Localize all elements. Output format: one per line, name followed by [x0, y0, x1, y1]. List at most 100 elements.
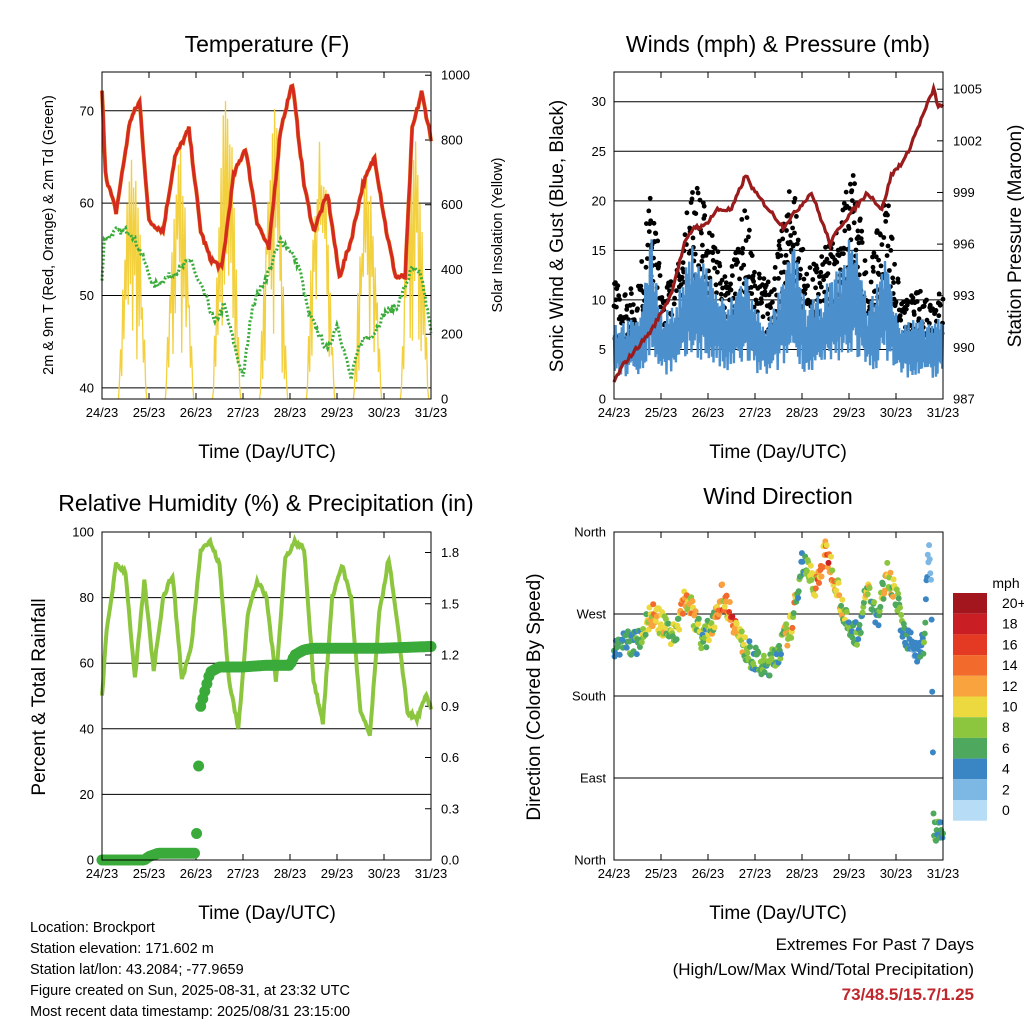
gust-point	[794, 241, 800, 247]
gust-point	[776, 243, 782, 248]
direction-point	[933, 827, 940, 834]
direction-point	[708, 620, 715, 627]
legend-swatch	[953, 593, 987, 614]
gust-point	[744, 215, 750, 221]
y-tick-label: 60	[80, 196, 94, 211]
y2-tick-label: 200	[441, 327, 463, 342]
gust-point	[614, 304, 619, 310]
plot-border	[101, 71, 432, 400]
gust-point	[916, 316, 922, 321]
direction-point	[895, 595, 902, 602]
gust-point	[792, 196, 798, 201]
direction-point	[695, 621, 702, 627]
direction-point	[638, 639, 645, 646]
direction-point	[804, 568, 810, 575]
temperature-xlabel: Time (Day/UTC)	[198, 442, 336, 463]
y-tick-label: 60	[80, 656, 94, 671]
direction-point	[729, 613, 736, 620]
direction-point	[747, 643, 753, 650]
legend-swatch	[953, 800, 987, 821]
precip-point	[191, 828, 203, 839]
gust-point	[765, 279, 771, 285]
direction-point	[879, 581, 886, 588]
gust-point	[682, 232, 688, 238]
gust-point	[813, 285, 818, 291]
direction-point	[657, 621, 664, 628]
gust-point	[728, 287, 734, 293]
y2-tick-label: 0.9	[441, 699, 459, 714]
gust-point	[616, 293, 622, 299]
direction-point	[876, 612, 883, 619]
gust-point	[911, 312, 917, 317]
y-tick-label: 25	[592, 144, 606, 159]
gust-point	[881, 235, 887, 240]
insolation-line	[117, 159, 148, 400]
gust-point	[717, 263, 723, 269]
direction-point	[895, 590, 902, 597]
direction-point	[633, 651, 640, 658]
direction-point	[760, 652, 767, 659]
gust-point	[805, 283, 810, 289]
gust-point	[635, 306, 640, 312]
direction-point	[897, 604, 903, 611]
direction-point	[665, 620, 672, 627]
gust-point	[699, 258, 705, 264]
legend-swatch	[953, 655, 987, 676]
gust-point	[891, 280, 896, 285]
direction-point	[920, 650, 927, 657]
direction-point	[839, 596, 846, 603]
y2-tick-label: 987	[953, 392, 975, 407]
y-tick-label: 20	[592, 193, 606, 208]
gust-point	[871, 269, 876, 274]
gust-point	[914, 299, 920, 304]
direction-point	[859, 609, 866, 616]
gust-point	[756, 271, 762, 277]
gust-point	[825, 271, 831, 276]
extremes-title: Extremes For Past 7 Days	[775, 935, 974, 954]
gust-point	[895, 279, 901, 285]
direction-point	[818, 573, 825, 580]
direction-point	[689, 598, 696, 605]
direction-point	[849, 634, 856, 641]
gust-point	[615, 283, 621, 289]
direction-point	[624, 628, 631, 635]
y-tick-label: 80	[80, 590, 94, 605]
gust-point	[681, 269, 686, 275]
gust-point	[771, 287, 777, 292]
direction-point	[887, 569, 894, 576]
y-tick-label: 40	[80, 380, 94, 395]
direction-point	[838, 602, 845, 609]
temperature-panel: Temperature (F) Time (Day/UTC) 2m & 9m T…	[41, 31, 506, 463]
gust-point	[798, 266, 803, 272]
direction-point	[643, 611, 650, 618]
gust-point	[871, 250, 877, 256]
y2-tick-label: 1.5	[441, 596, 459, 611]
gust-point	[903, 306, 909, 312]
gust-point	[884, 253, 890, 258]
legend-label: 4	[1002, 761, 1010, 777]
direction-point	[723, 592, 730, 599]
gust-point	[723, 280, 729, 286]
extremes-subtitle: (High/Low/Max Wind/Total Precipitation)	[672, 960, 974, 979]
gust-point	[646, 208, 652, 214]
legend-label: 20+	[1002, 595, 1024, 611]
x-tick-label: 29/23	[833, 866, 866, 881]
gust-point	[629, 291, 634, 296]
direction-point	[927, 570, 934, 577]
y2-tick-label: 0	[441, 392, 448, 407]
gust-point	[689, 196, 695, 202]
gust-point	[905, 299, 911, 305]
direction-point	[829, 567, 836, 574]
gust-point	[651, 220, 657, 226]
humidity-xlabel: Time (Day/UTC)	[198, 903, 336, 924]
gust-point	[737, 276, 742, 282]
direction-point	[740, 641, 747, 648]
gust-point	[885, 212, 890, 218]
gust-point	[730, 273, 735, 278]
x-tick-label: 31/23	[927, 405, 960, 420]
direction-point	[738, 628, 745, 635]
y-tick-label: West	[577, 607, 607, 622]
direction-point	[807, 562, 814, 569]
gust-point	[741, 262, 747, 268]
